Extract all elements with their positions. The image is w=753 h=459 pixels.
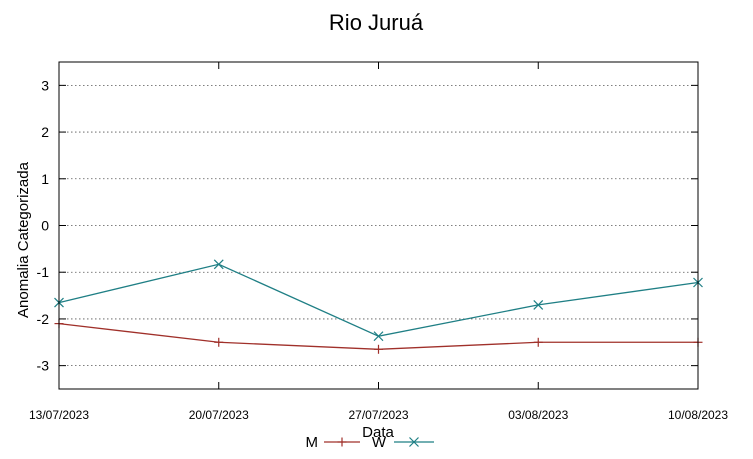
x-tick-label: 20/07/2023	[189, 408, 249, 422]
data-point-W	[213, 259, 224, 270]
y-axis-label: Anomalia Categorizada	[15, 161, 32, 318]
y-tick-label: 3	[41, 77, 49, 93]
legend-marker-M	[337, 437, 347, 447]
x-tick-label: 10/08/2023	[668, 408, 728, 422]
series-group	[54, 259, 703, 354]
legend-label-M: M	[306, 434, 319, 451]
y-tick-label: 0	[41, 218, 49, 234]
y-ticks: 3 2 1 0 -1 -2 -3	[37, 77, 698, 374]
x-tick-label: 03/08/2023	[508, 408, 568, 422]
x-tick-label: 27/07/2023	[348, 408, 408, 422]
legend-marker-W	[409, 437, 419, 447]
x-ticks: 13/07/2023 20/07/2023 27/07/2023 03/08/2023…	[29, 62, 728, 422]
data-point-W	[373, 331, 384, 342]
chart-title: Rio Juruá	[329, 10, 424, 35]
plot-frame	[58, 61, 699, 390]
legend-label-W: W	[372, 434, 387, 451]
data-point-M	[533, 337, 543, 347]
y-tick-label: 2	[41, 124, 49, 140]
y-tick-label: -2	[37, 311, 50, 327]
x-axis-label: Data	[362, 424, 394, 441]
y-tick-label: 1	[41, 171, 49, 187]
data-point-M	[374, 344, 383, 354]
y-tick-label: -1	[37, 264, 50, 280]
data-point-W	[533, 299, 544, 310]
series-line-W	[58, 263, 699, 337]
grid	[59, 84, 698, 367]
x-tick-label: 13/07/2023	[29, 408, 89, 422]
y-tick-label: -3	[37, 358, 50, 374]
data-point-M	[214, 337, 224, 347]
